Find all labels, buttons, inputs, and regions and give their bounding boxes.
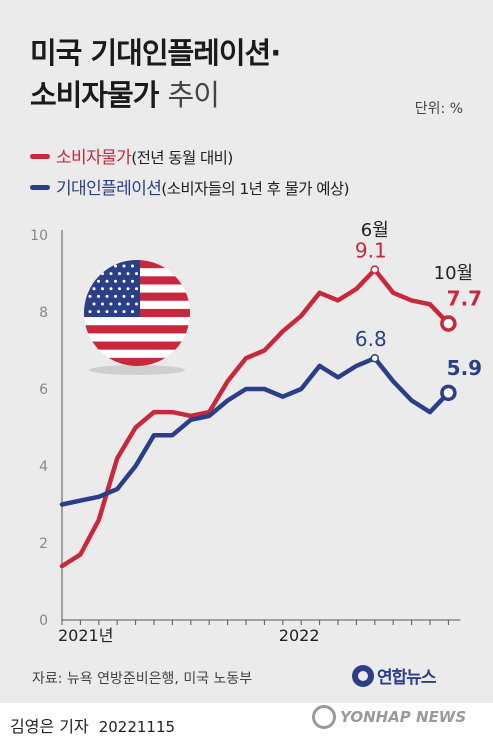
y-tick-label: 2 [39, 536, 48, 552]
end-marker-3 [440, 384, 457, 402]
peak-marker-2 [370, 353, 380, 363]
legend-swatch-expect [30, 185, 50, 190]
y-tick-label: 8 [39, 305, 48, 321]
chart-title-light: 추이 [167, 78, 220, 112]
legend-item-expect: 기대인플레이션(소비자들의 1년 후 물가 예상) [30, 174, 350, 199]
legend-note-expect: (소비자들의 1년 후 물가 예상) [161, 180, 350, 198]
line-chart: 0 2 4 6 8 10 2021년 2022 6월 10월 9.1 7.7 6.8 5.9 [30, 220, 482, 645]
y-tick-label: 10 [30, 228, 48, 244]
data-label-2: 6.8 [355, 327, 387, 351]
flag-shadow [89, 365, 185, 375]
legend-name-expect: 기대인플레이션 [56, 179, 162, 199]
peak-marker-0 [370, 265, 380, 274]
chart-title-line2: 소비자물가 추이 [30, 72, 220, 114]
us-flag-icon [84, 260, 190, 366]
legend-item-cpi: 소비자물가(전년 동월 대비) [30, 143, 233, 168]
watermark: YONHAP NEWS [312, 705, 466, 729]
series-line-1 [59, 355, 451, 507]
legend-name-cpi: 소비자물가 [56, 148, 132, 168]
x-tick-label: 2022 [279, 626, 320, 645]
series-line-0 [59, 267, 451, 569]
data-label-3: 5.9 [447, 356, 482, 380]
y-tick-label: 0 [39, 613, 48, 629]
credit-name: 김영은 기자 [10, 717, 89, 736]
chart-title-bold: 소비자물가 [30, 78, 159, 112]
source-text: 자료: 뉴욕 연방준비은행, 미국 노동부 [32, 671, 253, 687]
yonhap-logo: 연합뉴스 [352, 663, 437, 688]
credit: 김영은 기자 20221115 [10, 713, 175, 737]
legend-note-cpi: (전년 동월 대비) [131, 149, 233, 167]
yonhap-logo-icon [352, 664, 374, 687]
end-marker-1 [440, 315, 457, 332]
chart-title-line1: 미국 기대인플레이션· [30, 36, 281, 70]
y-tick-label: 6 [39, 382, 48, 398]
yonhap-logo-text: 연합뉴스 [377, 668, 437, 688]
chart-panel [0, 0, 493, 703]
annotation-1: 10월 [434, 263, 473, 284]
y-tick-label: 4 [39, 459, 48, 475]
data-label-0: 9.1 [355, 239, 387, 263]
legend-swatch-cpi [30, 154, 50, 159]
credit-date: 20221115 [98, 718, 176, 736]
annotation-0: 6월 [361, 220, 389, 241]
unit-label: 단위: % [414, 101, 463, 117]
watermark-text: YONHAP NEWS [340, 708, 467, 726]
watermark-icon [312, 705, 336, 729]
data-label-1: 7.7 [447, 287, 482, 311]
x-tick-label: 2021년 [58, 626, 113, 645]
